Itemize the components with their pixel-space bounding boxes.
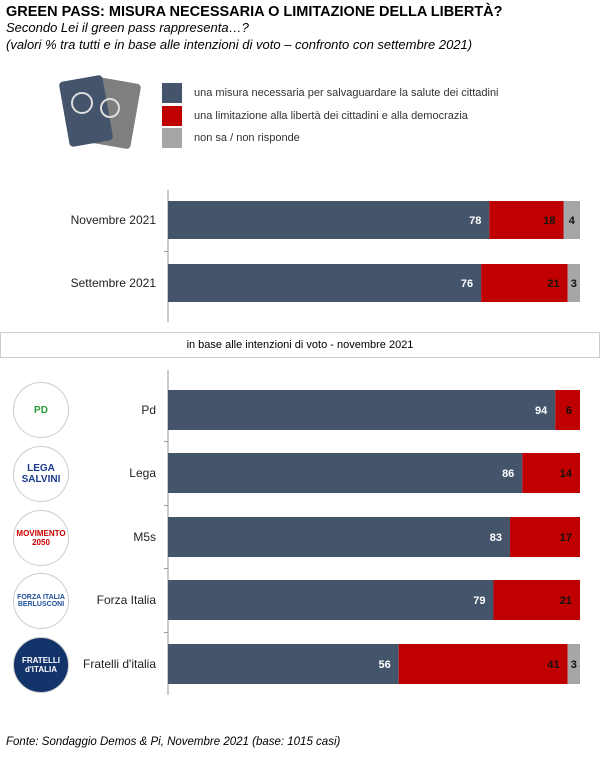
- data-label: 3: [571, 278, 577, 290]
- data-label: 94: [535, 405, 548, 417]
- category-label: Forza Italia: [97, 593, 157, 607]
- bar-limitazione: [481, 264, 568, 302]
- data-label: 79: [473, 595, 485, 607]
- chart-subtitle: Secondo Lei il green pass rappresenta…?: [6, 20, 249, 35]
- section-banner: in base alle intenzioni di voto - novemb…: [0, 332, 600, 358]
- legend-label: una misura necessaria per salvaguardare …: [194, 87, 499, 99]
- legend-swatch: [162, 83, 182, 103]
- fratelli-italia-logo: FRATELLI d'ITALIA: [13, 637, 69, 693]
- legend-label: una limitazione alla libertà dei cittadi…: [194, 110, 468, 122]
- bar-limitazione: [398, 644, 568, 684]
- chart-note: (valori % tra tutti e in base alle inten…: [6, 37, 473, 52]
- bar-necessaria: [168, 580, 494, 620]
- data-label: 6: [566, 405, 572, 417]
- source-note: Fonte: Sondaggio Demos & Pi, Novembre 20…: [6, 736, 341, 748]
- data-label: 14: [560, 468, 573, 480]
- data-label: 18: [543, 215, 555, 227]
- data-label: 78: [469, 215, 481, 227]
- data-label: 83: [490, 532, 502, 544]
- data-label: 3: [571, 659, 577, 671]
- passport-icon: [59, 75, 141, 149]
- data-label: 21: [560, 595, 572, 607]
- legend-swatch: [162, 106, 182, 126]
- bar-nonsa: [567, 264, 580, 302]
- bar-necessaria: [168, 644, 399, 684]
- bar-necessaria: [168, 517, 510, 557]
- bar-limitazione: [489, 201, 564, 239]
- legend-label: non sa / non risponde: [194, 132, 300, 144]
- bar-limitazione: [555, 390, 580, 430]
- chart-title: GREEN PASS: MISURA NECESSARIA O LIMITAZI…: [6, 4, 503, 20]
- legend-item-nonsa: non sa / non risponde: [162, 128, 300, 148]
- lega-logo: LEGA SALVINI: [13, 446, 69, 502]
- data-label: 56: [378, 659, 390, 671]
- category-label: Settembre 2021: [71, 276, 157, 290]
- pd-logo: PD: [13, 382, 69, 438]
- bar-nonsa: [567, 644, 580, 684]
- bar-necessaria: [168, 264, 482, 302]
- data-label: 76: [461, 278, 473, 290]
- data-label: 21: [547, 278, 559, 290]
- category-label: M5s: [133, 530, 156, 544]
- bar-nonsa: [563, 201, 580, 239]
- bar-limitazione: [493, 580, 580, 620]
- data-label: 86: [502, 468, 514, 480]
- legend-swatch: [162, 128, 182, 148]
- bar-limitazione: [522, 453, 580, 493]
- bar-limitazione: [509, 517, 580, 557]
- category-label: Novembre 2021: [71, 213, 157, 227]
- category-label: Lega: [129, 466, 156, 480]
- bar-necessaria: [168, 201, 490, 239]
- category-label: Fratelli d'italia: [83, 657, 156, 671]
- bar-necessaria: [168, 390, 556, 430]
- legend-item-limitazione: una limitazione alla libertà dei cittadi…: [162, 106, 468, 126]
- data-label: 41: [547, 659, 559, 671]
- legend-item-necessaria: una misura necessaria per salvaguardare …: [162, 83, 499, 103]
- forza-italia-logo: FORZA ITALIA BERLUSCONI: [13, 573, 69, 629]
- m5s-logo: MOVIMENTO 2050: [13, 510, 69, 566]
- data-label: 4: [569, 215, 576, 227]
- category-label: Pd: [141, 403, 156, 417]
- bar-necessaria: [168, 453, 523, 493]
- data-label: 17: [560, 532, 572, 544]
